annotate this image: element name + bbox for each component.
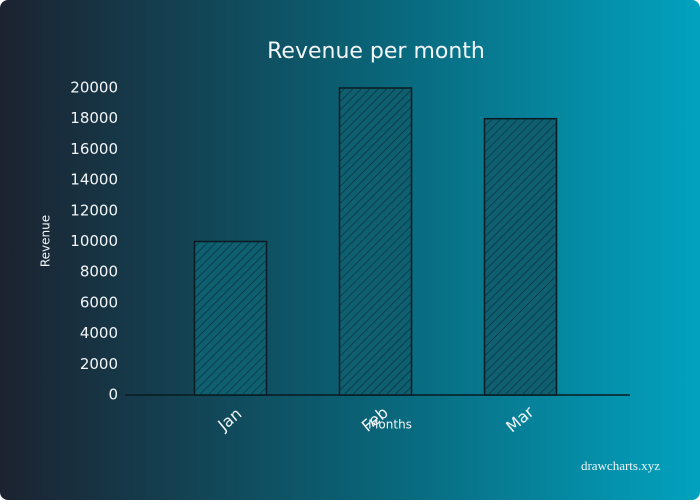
y-tick-label: 14000 (70, 171, 118, 189)
bar-hatch (339, 88, 412, 395)
bar-hatch (194, 241, 267, 395)
y-tick-label: 18000 (70, 109, 118, 127)
bar-hatch (484, 118, 557, 395)
watermark: drawcharts.xyz (581, 458, 660, 473)
chart-title: Revenue per month (267, 39, 485, 64)
y-tick-label: 16000 (70, 140, 118, 158)
y-tick-label: 10000 (70, 232, 118, 250)
y-tick-label: 0 (108, 386, 118, 404)
y-tick-label: 12000 (70, 201, 118, 219)
y-axis-label: Revenue (39, 215, 53, 267)
y-tick-label: 6000 (80, 293, 118, 311)
y-tick-label: 4000 (80, 324, 118, 342)
y-tick-label: 2000 (80, 355, 118, 373)
x-axis-label: Months (368, 418, 412, 432)
y-tick-label: 20000 (70, 79, 118, 97)
y-tick-label: 8000 (80, 263, 118, 281)
